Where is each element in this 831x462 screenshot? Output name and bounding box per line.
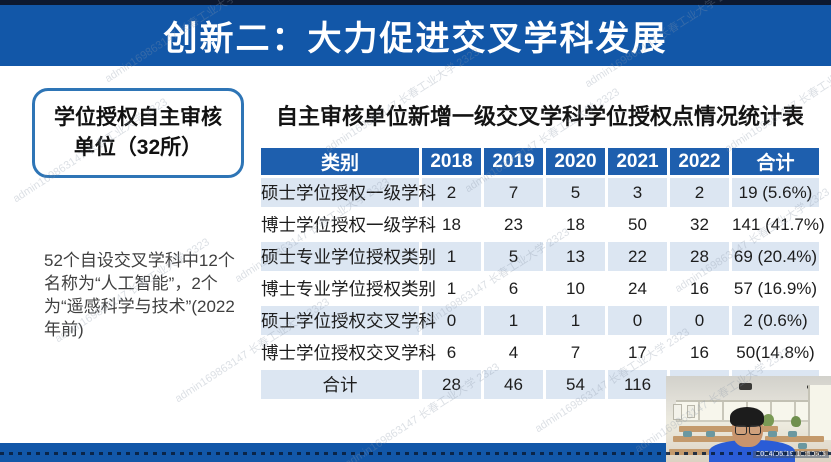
- table-value-cell: 5: [484, 242, 543, 271]
- table-value-cell: 28: [670, 242, 729, 271]
- table-title: 自主审核单位新增一级交叉学科学位授权点情况统计表: [275, 104, 804, 129]
- table-value-cell: 16: [670, 274, 729, 303]
- share-region-dashed-border: [0, 452, 831, 455]
- table-value-cell: 23: [484, 210, 543, 239]
- table-value-cell: 0: [422, 306, 481, 335]
- webcam-projector: [738, 382, 752, 390]
- table-value-cell: 0: [608, 306, 667, 335]
- table-value-cell: 13: [546, 242, 605, 271]
- table-value-cell: 1: [422, 274, 481, 303]
- table-value-cell: 69 (20.4%): [732, 242, 819, 271]
- table-row: 博士学位授权一级学科 18 23 18 50 32 141 (41.7%): [261, 210, 825, 239]
- webcam-desk: [672, 436, 739, 443]
- table-value-cell: 10: [546, 274, 605, 303]
- person-hair: [730, 406, 765, 427]
- table-header-cell: 2019: [484, 148, 543, 175]
- degree-unit-box-label: 学位授权自主审核单位（32所）: [54, 105, 222, 159]
- table-value-cell: 7: [546, 338, 605, 367]
- table-value-cell: 22: [608, 242, 667, 271]
- webcam-chair: [788, 431, 798, 438]
- table-value-cell: 2: [670, 178, 729, 207]
- table-value-cell: 5: [546, 178, 605, 207]
- table-value-cell: 50: [608, 210, 667, 239]
- table-value-cell: 7: [484, 178, 543, 207]
- table-value-cell: 3: [608, 178, 667, 207]
- table-value-cell: 141 (41.7%): [732, 210, 825, 239]
- table-value-cell: 2 (0.6%): [732, 306, 819, 335]
- table-value-cell: 6: [484, 274, 543, 303]
- table-row: 博士专业学位授权类别 1 6 10 24 16 57 (16.9%): [261, 274, 819, 303]
- stats-table-body: 硕士学位授权一级学科 2 7 5 3 2 19 (5.6%) 博士学位授权一级学科 18 23 18…: [261, 178, 825, 399]
- webcam-desk: [765, 436, 825, 443]
- table-value-cell: 57 (16.9%): [732, 274, 819, 303]
- stats-table-head: 类别 2018 2019 2020 2021 2022 合计: [261, 148, 819, 175]
- table-value-cell: 1: [422, 242, 481, 271]
- side-note: 52个自设交叉学科中12个名称为“人工智能”，2个为“遥感科学与技术”(2022…: [44, 251, 235, 339]
- webcam-desk: [679, 425, 779, 432]
- table-value-cell: 54: [546, 370, 605, 399]
- slide-title: 创新二：大力促进交叉学科发展: [163, 20, 668, 58]
- table-value-cell: 24: [608, 274, 667, 303]
- table-value-cell: 1: [484, 306, 543, 335]
- stats-table: 类别 2018 2019 2020 2021 2022 合计 硕士学位授权一级学科 2 7 5 3 2…: [258, 145, 825, 402]
- table-value-cell: 18: [546, 210, 605, 239]
- degree-unit-box: 学位授权自主审核单位（32所）: [32, 88, 244, 178]
- table-category-cell: 硕士学位授权交叉学科: [261, 306, 436, 335]
- webcam-right-window: [807, 384, 831, 440]
- table-header-cell: 2022: [670, 148, 729, 175]
- table-value-cell: 28: [422, 370, 481, 399]
- table-category-cell: 硕士专业学位授权类别: [261, 242, 436, 271]
- table-value-cell: 0: [670, 306, 729, 335]
- table-value-cell: 4: [484, 338, 543, 367]
- table-category-cell: 硕士学位授权一级学科: [261, 178, 436, 207]
- table-value-cell: 17: [608, 338, 667, 367]
- table-value-cell: 32: [670, 210, 729, 239]
- table-category-cell: 合计: [261, 370, 419, 399]
- table-row: 硕士专业学位授权类别 1 5 13 22 28 69 (20.4%): [261, 242, 819, 271]
- table-header-cell: 合计: [732, 148, 819, 175]
- table-row: 硕士学位授权一级学科 2 7 5 3 2 19 (5.6%): [261, 178, 819, 207]
- table-value-cell: 6: [422, 338, 481, 367]
- webcam-chair: [768, 431, 778, 438]
- table-value-cell: 1: [546, 306, 605, 335]
- table-value-cell: 116: [608, 370, 667, 399]
- table-header-cell: 2020: [546, 148, 605, 175]
- table-category-cell: 博士学位授权交叉学科: [261, 338, 436, 367]
- webcam-wall-poster: [672, 403, 682, 420]
- webcam-video[interactable]: 2024/05/19 10:50:45: [666, 376, 831, 462]
- table-header-cell: 2021: [608, 148, 667, 175]
- top-strip: [0, 0, 831, 5]
- table-row: 硕士学位授权交叉学科 0 1 1 0 0 2 (0.6%): [261, 306, 819, 335]
- table-value-cell: 2: [422, 178, 481, 207]
- table-category-cell: 博士学位授权一级学科: [261, 210, 436, 239]
- table-value-cell: 16: [670, 338, 729, 367]
- webcam-plant: [761, 413, 774, 427]
- webcam-chair: [798, 443, 807, 450]
- table-value-cell: 18: [422, 210, 481, 239]
- table-header-cell: 类别: [261, 148, 419, 175]
- table-value-cell: 46: [484, 370, 543, 399]
- webcam-chair: [705, 431, 715, 438]
- table-row: 博士学位授权交叉学科 6 4 7 17 16 50(14.8%): [261, 338, 819, 367]
- webcam-wall-poster: [687, 405, 696, 419]
- table-value-cell: 50(14.8%): [732, 338, 819, 367]
- table-header-cell: 2018: [422, 148, 481, 175]
- table-header-row: 类别 2018 2019 2020 2021 2022 合计: [261, 148, 819, 175]
- table-value-cell: 19 (5.6%): [732, 178, 819, 207]
- webcam-plant: [791, 416, 802, 428]
- table-category-cell: 博士专业学位授权类别: [261, 274, 436, 303]
- person-glasses: [735, 425, 761, 433]
- slide-header: 创新二：大力促进交叉学科发展: [0, 5, 831, 66]
- webcam-chair: [682, 431, 692, 438]
